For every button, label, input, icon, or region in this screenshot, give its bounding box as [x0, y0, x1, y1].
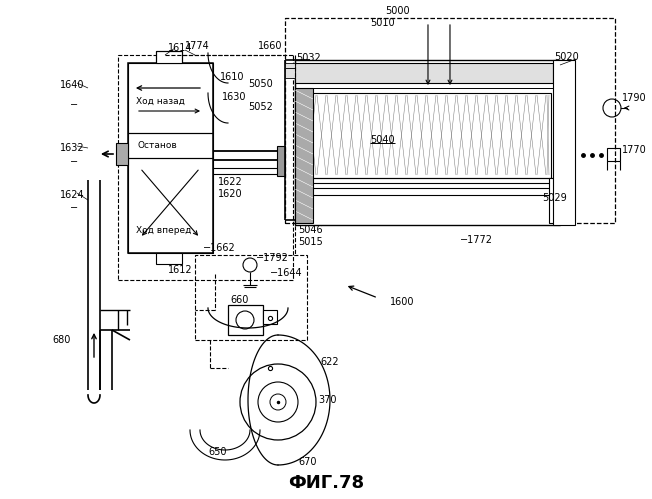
Text: 670: 670: [298, 457, 316, 467]
Text: −: −: [70, 100, 78, 110]
Text: 5029: 5029: [542, 193, 567, 203]
Text: 370: 370: [318, 395, 336, 405]
Bar: [116, 143, 128, 165]
Bar: [128, 63, 213, 253]
Text: 5010: 5010: [370, 18, 394, 28]
Bar: [549, 178, 559, 223]
Text: 1790: 1790: [622, 93, 647, 103]
Text: −: −: [70, 203, 78, 213]
Text: 5050: 5050: [248, 79, 273, 89]
Bar: [285, 68, 295, 78]
Bar: [285, 63, 295, 68]
Text: 1620: 1620: [218, 189, 243, 199]
Bar: [156, 253, 182, 264]
Bar: [195, 255, 307, 340]
Text: 1614: 1614: [168, 43, 192, 53]
Bar: [607, 148, 620, 161]
Bar: [295, 60, 560, 225]
Text: 650: 650: [208, 447, 226, 457]
Text: 5015: 5015: [298, 237, 323, 247]
Text: −1772: −1772: [460, 235, 493, 245]
Bar: [296, 93, 551, 178]
Text: 1632: 1632: [60, 143, 85, 153]
Bar: [263, 310, 277, 324]
Text: Ход назад: Ход назад: [136, 96, 185, 105]
Text: −: −: [70, 157, 78, 167]
Text: 680: 680: [52, 335, 70, 345]
Bar: [285, 18, 615, 223]
Text: 1640: 1640: [60, 80, 85, 90]
Text: 1622: 1622: [218, 177, 243, 187]
Bar: [156, 51, 182, 63]
Bar: [295, 63, 553, 83]
Text: ФИГ.78: ФИГ.78: [288, 474, 364, 492]
Text: 5052: 5052: [248, 102, 273, 112]
Bar: [128, 133, 213, 158]
Text: 5000: 5000: [385, 6, 409, 16]
Text: −1792: −1792: [256, 253, 289, 263]
Text: 1770: 1770: [622, 145, 647, 155]
Text: 1630: 1630: [222, 92, 246, 102]
Text: Ход вперед: Ход вперед: [136, 226, 192, 235]
Text: 660: 660: [230, 295, 248, 305]
Text: 5040: 5040: [370, 135, 394, 145]
Text: 1610: 1610: [220, 72, 244, 82]
Text: 1600: 1600: [390, 297, 415, 307]
Text: 622: 622: [320, 357, 338, 367]
Text: Останов: Останов: [138, 141, 178, 150]
Text: 1624: 1624: [60, 190, 85, 200]
Text: 1660: 1660: [258, 41, 282, 51]
Bar: [295, 88, 313, 223]
Bar: [128, 63, 213, 133]
Text: −1644: −1644: [270, 268, 303, 278]
Bar: [228, 305, 263, 335]
Text: 5046: 5046: [298, 225, 323, 235]
Text: 5020: 5020: [554, 52, 579, 62]
Text: 1774: 1774: [185, 41, 210, 51]
Bar: [128, 158, 213, 253]
Bar: [553, 60, 575, 225]
Bar: [277, 146, 285, 176]
Text: −1662: −1662: [203, 243, 236, 253]
Text: 5032: 5032: [296, 53, 321, 63]
Text: 1612: 1612: [168, 265, 192, 275]
Bar: [118, 55, 293, 280]
